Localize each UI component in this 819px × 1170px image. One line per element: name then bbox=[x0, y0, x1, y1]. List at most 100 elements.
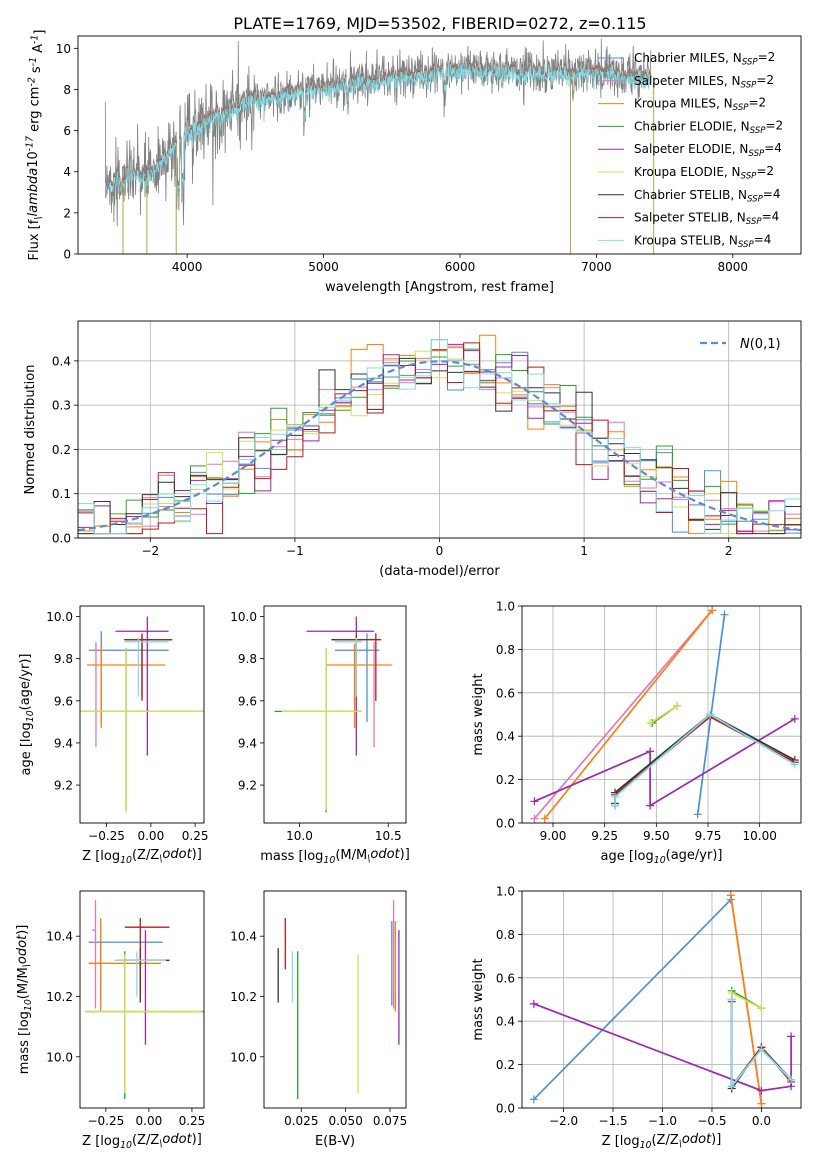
plot-area-spectrum bbox=[104, 38, 655, 254]
x-tick-label: 0 bbox=[436, 544, 444, 558]
legend-label-salpeter_stelib: Salpeter STELIB, NSSP=4 bbox=[634, 210, 779, 228]
axes-frame bbox=[521, 890, 802, 1109]
weight-marker-salpeter_elodie bbox=[790, 714, 799, 723]
weight-marker-kroupa_stelib bbox=[757, 1045, 766, 1054]
axes-frame bbox=[263, 890, 407, 1109]
panel-weight_vs_age: 9.00 9.25 9.50 9.75 10.00 0.0 0.2 0.4 0.6 0.8 1.0 a… bbox=[471, 600, 802, 866]
weight-line-kroupa_elodie bbox=[649, 705, 678, 724]
y-tick-label: 0.4 bbox=[496, 730, 515, 744]
weight-marker-kroupa_stelib bbox=[790, 760, 799, 769]
x-axis-label: (data-model)/error bbox=[379, 564, 500, 579]
panel-age_vs_mass: 10.0 10.5 9.2 9.4 9.6 9.8 10.0 mass [log10(M/M\… bbox=[230, 605, 410, 866]
y-tick-label: 10.4 bbox=[230, 930, 257, 944]
panel-mass_vs_ebv: 0.025 0.050 0.075 10.0 10.2 10.4 E(B-V) bbox=[230, 890, 407, 1149]
legend-label-kroupa_stelib: Kroupa STELIB, NSSP=4 bbox=[634, 232, 771, 250]
weight-marker-salpeter_elodie bbox=[757, 1086, 766, 1095]
weight-marker-chabrier_miles bbox=[720, 610, 729, 619]
x-tick-label: 1 bbox=[580, 544, 588, 558]
x-tick-label: 10.00 bbox=[742, 829, 776, 843]
y-tick-label: 0.6 bbox=[496, 686, 515, 700]
y-axis-label: Flux [f\lambda10-17 erg cm-2 s-1 A-1] bbox=[25, 30, 48, 261]
x-axis-label: age [log10(age/yr)] bbox=[601, 848, 723, 866]
axes-frame bbox=[79, 605, 205, 824]
y-axis-label: mass weight bbox=[471, 958, 486, 1040]
y-tick-label: 9.8 bbox=[238, 652, 257, 666]
plot-area-age_vs_Z bbox=[80, 616, 204, 813]
x-axis-label: mass [log10(M/M\odot)] bbox=[260, 847, 410, 866]
panel-spectrum: 4000 5000 6000 7000 8000 0 2 4 6 8 10 wavelength [A… bbox=[25, 30, 802, 295]
x-tick-label: 9.25 bbox=[591, 829, 618, 843]
y-tick-label: 10.4 bbox=[46, 930, 73, 944]
axes-frame bbox=[521, 605, 802, 824]
x-axis-label: Z [log10(Z/Z\odot)] bbox=[82, 847, 202, 866]
gaussian-reference-curve bbox=[78, 360, 801, 532]
x-tick-label: 10.0 bbox=[286, 829, 313, 843]
weight-line-kroupa_stelib bbox=[614, 713, 796, 806]
weight-marker-kroupa_stelib bbox=[706, 710, 715, 719]
weight-marker-chabrier_miles bbox=[529, 1095, 538, 1104]
weight-marker-chabrier_miles bbox=[693, 810, 702, 819]
legend-label-chabrier_miles: Chabrier MILES, NSSP=2 bbox=[634, 50, 775, 68]
y-tick-label: 0.3 bbox=[52, 399, 71, 413]
y-tick-label: 0.0 bbox=[496, 817, 515, 831]
x-tick-label: −1.5 bbox=[598, 1114, 627, 1128]
x-tick-label: 9.50 bbox=[643, 829, 670, 843]
y-tick-label: 0.2 bbox=[496, 773, 515, 787]
x-tick-label: 0.25 bbox=[182, 829, 209, 843]
weight-marker-salpeter_elodie bbox=[529, 999, 538, 1008]
x-tick-label: 6000 bbox=[445, 260, 476, 274]
model-spectrum-kroupa_stelib bbox=[104, 56, 652, 199]
x-tick-label: −0.5 bbox=[697, 1114, 726, 1128]
y-tick-label: 9.4 bbox=[238, 736, 257, 750]
weight-line-kroupa_miles bbox=[544, 609, 713, 820]
weight-marker-salpeter_elodie bbox=[646, 747, 655, 756]
legend-label-gaussian: N(0,1) bbox=[740, 337, 781, 352]
y-axis-label: mass weight bbox=[471, 673, 486, 755]
x-axis-label: Z [log10(Z/Z\odot)] bbox=[82, 1132, 202, 1151]
panel-mass_vs_Z: −0.25 0.00 0.25 10.0 10.2 10.4 Z [log10(Z/Z\od… bbox=[15, 890, 206, 1151]
y-tick-label: 0.8 bbox=[496, 928, 515, 942]
y-tick-label: 0.1 bbox=[52, 487, 71, 501]
y-tick-label: 9.8 bbox=[54, 652, 73, 666]
weight-marker-kroupa_elodie bbox=[673, 701, 681, 710]
x-tick-label: −0.25 bbox=[87, 1114, 124, 1128]
weight-marker-kroupa_stelib bbox=[727, 995, 736, 1004]
y-tick-label: 9.6 bbox=[54, 694, 73, 708]
x-axis-label: wavelength [Angstrom, rest frame] bbox=[325, 280, 554, 295]
axes-frame bbox=[77, 35, 802, 255]
x-tick-label: 0.00 bbox=[137, 829, 164, 843]
figure-title: PLATE=1769, MJD=53502, FIBERID=0272, z=0… bbox=[233, 14, 646, 33]
plot-area-weight_vs_age bbox=[530, 606, 799, 823]
plot-area-mass_vs_ebv bbox=[277, 900, 400, 1099]
x-tick-label: −0.25 bbox=[88, 829, 125, 843]
weight-marker-salpeter_miles bbox=[530, 814, 539, 823]
hist-salpeter_stelib bbox=[78, 342, 801, 535]
legend-label-salpeter_miles: Salpeter MILES, NSSP=2 bbox=[634, 73, 774, 91]
y-tick-label: 0.6 bbox=[496, 971, 515, 985]
weight-marker-kroupa_elodie bbox=[757, 1004, 766, 1013]
legend-label-chabrier_elodie: Chabrier ELODIE, NSSP=2 bbox=[634, 118, 783, 136]
weight-line-salpeter_miles bbox=[533, 609, 713, 820]
plot-area-weight_vs_Z bbox=[529, 891, 796, 1108]
panel-residuals: −2 −1 0 1 2 0.0 0.1 0.2 0.3 0.4 (data-model)/error… bbox=[23, 320, 802, 579]
weight-marker-kroupa_stelib bbox=[727, 1082, 736, 1091]
x-axis-label: E(B-V) bbox=[315, 1134, 355, 1149]
y-tick-label: 10.0 bbox=[46, 1050, 73, 1064]
x-tick-label: −2.0 bbox=[549, 1114, 578, 1128]
x-tick-label: 0.075 bbox=[373, 1114, 407, 1128]
x-tick-label: 4000 bbox=[172, 260, 203, 274]
y-tick-label: 2 bbox=[63, 206, 71, 220]
legend-label-kroupa_miles: Kroupa MILES, NSSP=2 bbox=[634, 96, 766, 114]
weight-marker-kroupa_miles bbox=[708, 606, 717, 615]
weight-line-salpeter_elodie bbox=[533, 1003, 792, 1092]
plot-area-residuals bbox=[78, 334, 801, 535]
hist-kroupa_elodie bbox=[78, 350, 801, 535]
y-tick-label: 9.2 bbox=[238, 779, 257, 793]
y-tick-label: 10.2 bbox=[230, 990, 257, 1004]
x-tick-label: 0.25 bbox=[179, 1114, 206, 1128]
spectrum-legend: Chabrier MILES, NSSP=2 Salpeter MILES, NS… bbox=[598, 50, 783, 250]
x-tick-label: 0.00 bbox=[136, 1114, 163, 1128]
weight-marker-kroupa_stelib bbox=[611, 801, 619, 810]
legend-label-kroupa_elodie: Kroupa ELODIE, NSSP=2 bbox=[634, 164, 774, 182]
y-tick-label: 10 bbox=[56, 42, 71, 56]
